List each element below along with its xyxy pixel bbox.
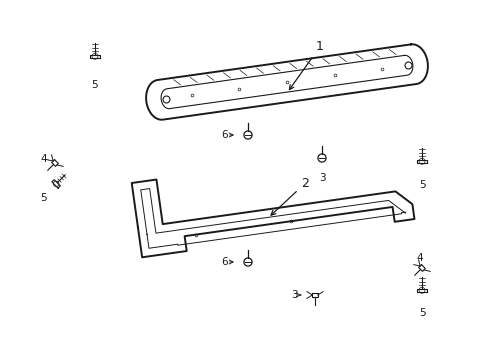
- Text: 2: 2: [270, 177, 308, 215]
- Text: 4: 4: [416, 253, 423, 263]
- Text: 5: 5: [92, 80, 98, 90]
- Text: 3: 3: [291, 290, 297, 300]
- Text: 5: 5: [418, 180, 425, 190]
- Text: 6: 6: [221, 257, 227, 267]
- Text: 6: 6: [221, 130, 227, 140]
- Text: 5: 5: [41, 193, 47, 203]
- Text: 5: 5: [418, 308, 425, 318]
- Text: 4: 4: [41, 154, 47, 164]
- Text: 3: 3: [318, 173, 325, 183]
- Text: 1: 1: [289, 40, 323, 90]
